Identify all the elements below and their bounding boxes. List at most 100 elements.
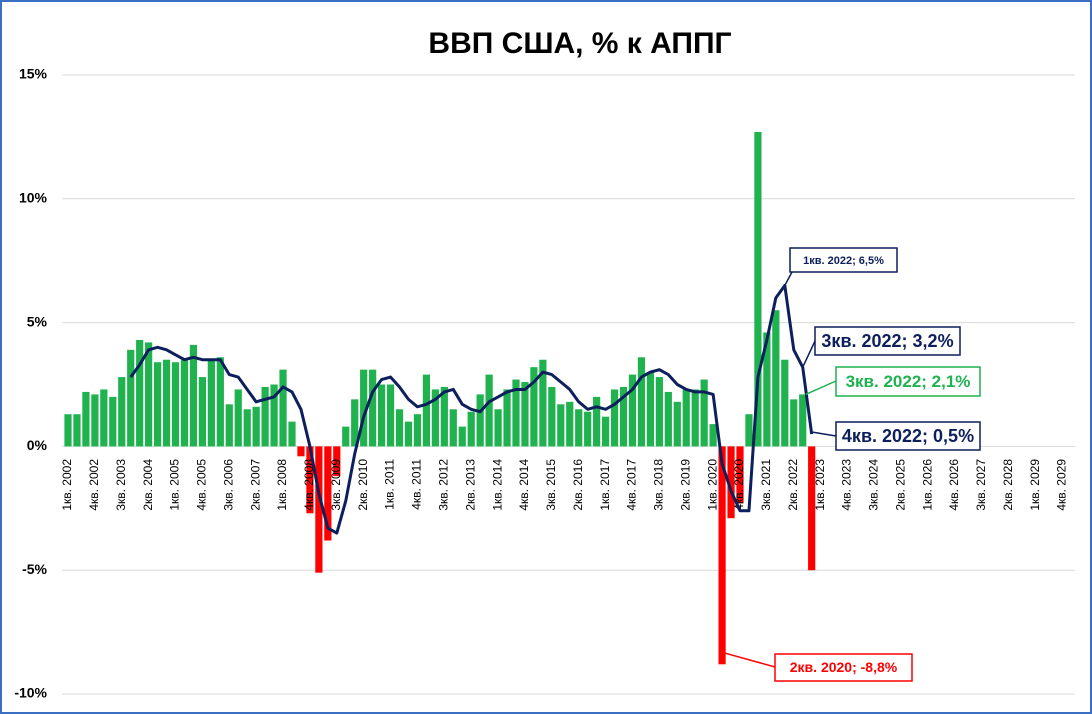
annotation-box [789,247,898,273]
bar [575,409,583,447]
bar [521,382,529,447]
bar [342,426,350,447]
x-tick-label: 1кв. 2002 [60,459,74,511]
bar [637,357,646,447]
x-tick-label: 1кв. 2029 [1028,459,1042,511]
bar [799,394,807,447]
bar [109,396,117,447]
bar [73,414,81,447]
bar [602,416,610,447]
x-tick-label: 3кв. 2009 [329,459,343,511]
bar [781,359,789,447]
bar [154,362,162,447]
annotation-box [774,653,913,682]
bar [369,369,377,447]
bar [566,401,574,447]
bar [91,394,99,447]
x-tick-label: 4кв. 2005 [195,459,209,511]
x-tick-label: 2кв. 2028 [1001,459,1015,511]
bar [548,386,556,447]
bar [458,426,466,447]
bar [467,411,475,447]
bar [189,344,198,447]
x-tick-label: 1кв. 2008 [275,459,289,511]
bar [718,446,726,665]
bar [351,399,359,447]
bar [171,362,180,447]
x-tick-label: 3кв. 2012 [436,459,450,511]
bar [207,359,215,447]
chart-title: ВВП США, % к АППГ [428,27,731,60]
bar [610,389,619,447]
x-tick-label: 3кв. 2024 [867,459,881,511]
x-tick-label: 3кв. 2015 [544,459,558,511]
x-tick-label: 1кв. 2005 [168,459,182,511]
bar [727,446,735,519]
bar [664,391,672,447]
leader-line [802,340,816,368]
x-tick-label: 4кв. 2011 [410,459,424,510]
x-tick-label: 1кв. 2014 [490,459,504,511]
annotation: 4кв. 2022; 0,5% [842,426,974,446]
annotation-box [835,366,981,397]
bar [655,377,663,447]
y-tick-label: 10% [19,190,48,206]
bar [395,409,404,447]
annotation-box [814,326,961,356]
bar [682,389,690,447]
bar [413,414,422,447]
bar [646,372,654,447]
bar [136,339,144,447]
x-tick-label: 2кв. 2025 [893,459,907,511]
bar [431,389,439,447]
bar [225,404,233,447]
y-tick-label: 0% [27,437,48,453]
x-tick-label: 4кв. 2002 [87,459,101,511]
bar [234,389,242,447]
bar [378,384,386,447]
bar [494,409,502,447]
x-tick-label: 3кв. 2006 [221,459,235,511]
bar [440,386,448,447]
y-tick-label: -5% [22,561,47,577]
bar [315,446,323,573]
x-tick-label: 4кв. 2023 [840,459,854,511]
x-tick-label: 4кв. 2014 [517,459,531,511]
bar [270,384,278,447]
x-tick-label: 1кв. 2011 [383,459,397,510]
bar [485,374,493,447]
x-tick-label: 4кв. 2026 [947,459,961,511]
annotation-box [835,421,981,451]
bar [243,409,251,447]
y-tick-label: 5% [27,313,48,329]
bar [180,359,189,447]
bar [512,379,520,447]
x-tick-label: 2кв. 2010 [356,459,370,511]
x-tick-label: 3кв. 2027 [974,459,988,511]
x-tick-label: 1кв. 2026 [920,459,934,511]
bar [360,369,368,447]
bar [324,446,332,541]
bar [628,374,637,447]
x-tick-label: 1кв. 2023 [813,459,827,511]
leader-line [784,271,793,286]
bar [252,406,260,447]
bar [297,446,305,457]
bar [333,446,341,477]
bar [422,374,430,447]
bar [763,332,771,447]
bar [736,446,744,504]
annotation: 3кв. 2022; 2,1% [846,372,971,391]
bar [279,369,287,447]
x-tick-label: 4кв. 2029 [1055,459,1069,511]
bar [100,389,108,447]
bar [584,411,592,447]
bar [404,421,413,447]
y-tick-label: -10% [14,685,47,701]
leader-line [721,651,776,668]
x-tick-label: 4кв. 2008 [302,459,316,511]
bar [691,389,699,447]
x-tick-label: 2кв. 2004 [141,459,155,511]
